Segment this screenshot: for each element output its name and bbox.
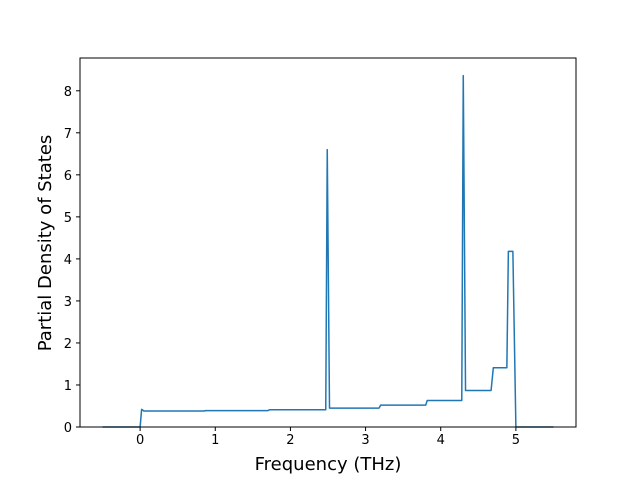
y-tick-label: 6 — [64, 169, 72, 184]
y-axis-label: Partial Density of States — [35, 135, 56, 352]
y-tick-label: 7 — [64, 127, 72, 142]
x-tick-label: 4 — [437, 433, 445, 448]
y-tick-label: 1 — [64, 379, 72, 394]
y-tick-label: 5 — [64, 211, 72, 226]
x-axis-label: Frequency (THz) — [255, 454, 402, 475]
y-tick-label: 4 — [64, 253, 72, 268]
y-tick-label: 3 — [64, 295, 72, 310]
axes-frame — [79, 57, 577, 428]
y-tick-label: 2 — [64, 337, 72, 352]
y-tick-label: 8 — [64, 85, 72, 100]
x-tick-label: 3 — [361, 433, 369, 448]
x-tick-label: 0 — [136, 433, 144, 448]
line — [102, 74, 554, 428]
x-tick-label: 2 — [286, 433, 294, 448]
x-tick-label: 5 — [512, 433, 520, 448]
x-tick-label: 1 — [211, 433, 219, 448]
y-tick-label: 0 — [64, 421, 72, 436]
